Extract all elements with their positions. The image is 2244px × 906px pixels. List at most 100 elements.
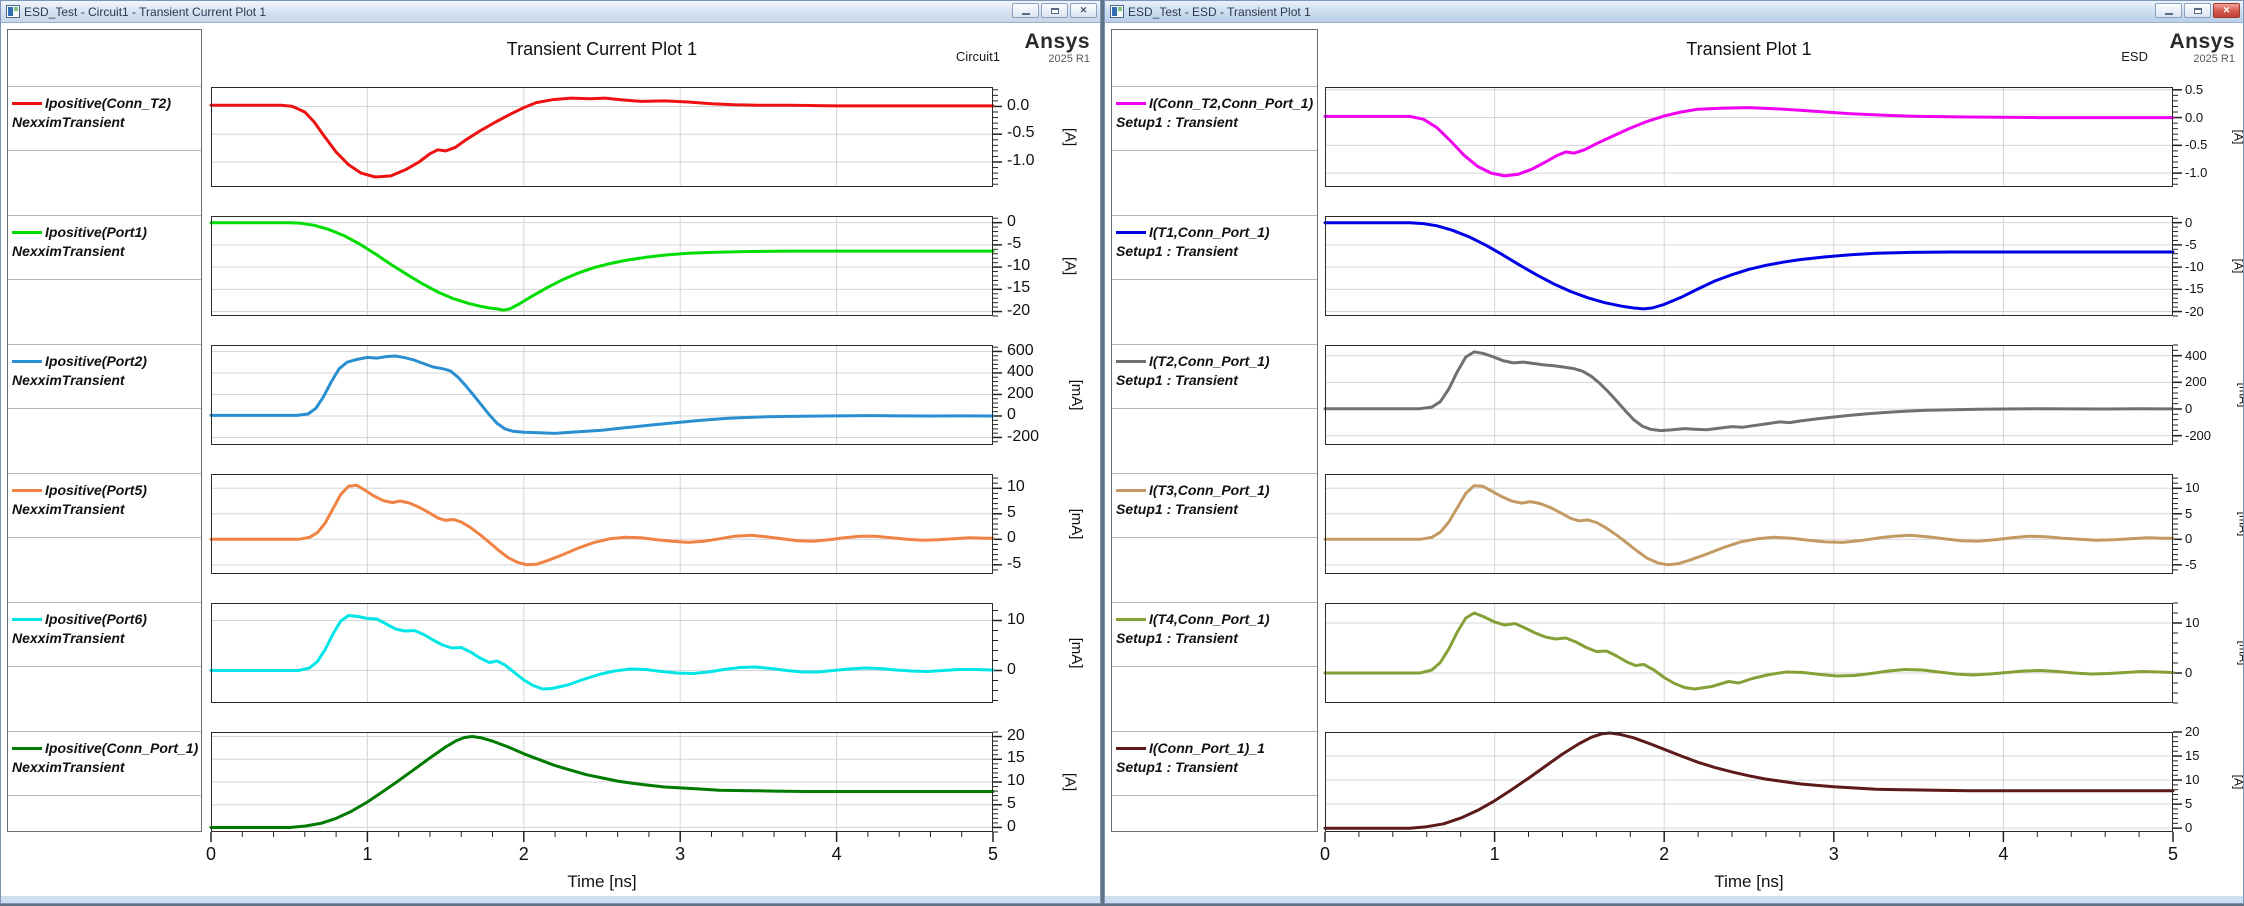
y-tick-label: 0 [1007, 818, 1016, 836]
y-tick-label: 20 [2185, 724, 2199, 739]
x-axis-title: Time [ns] [1325, 872, 2173, 892]
restore-button[interactable] [2184, 3, 2211, 18]
y-tick-label: -10 [1007, 257, 1030, 275]
y-axis-unit: [mA] [2236, 383, 2243, 408]
strip-canvas[interactable] [1325, 345, 2173, 445]
report-window-icon [6, 5, 20, 18]
y-tick-label: 10 [1007, 478, 1025, 496]
x-tick-label: 0 [1303, 844, 1347, 865]
strip-canvas[interactable] [211, 87, 993, 187]
y-axis-unit: [mA] [1068, 509, 1085, 540]
y-tick-label: -5 [2185, 557, 2197, 572]
window-controls: ✕ [2155, 3, 2240, 18]
y-tick-label: 0 [2185, 820, 2192, 835]
y-tick-label: 0 [2185, 215, 2192, 230]
y-tick-label: 400 [2185, 348, 2207, 363]
y-tick-label: 0 [1007, 213, 1016, 231]
plot-strip-6[interactable]: 20151050[A] [1325, 732, 2173, 832]
y-tick-label: 0.0 [2185, 110, 2203, 125]
plot-strip-3[interactable]: 4002000-200[mA] [1325, 345, 2173, 445]
minimize-button[interactable] [1012, 3, 1039, 18]
y-tick-label: 10 [1007, 611, 1025, 629]
y-tick-label: 0.5 [2185, 82, 2203, 97]
y-axis-unit: [A] [1062, 773, 1079, 791]
plot-region[interactable]: 0.0-0.5-1.0[A]0-5-10-15-20[A]6004002000-… [1, 23, 1100, 898]
titlebar[interactable]: ESD_Test - ESD - Transient Plot 1 ✕ [1105, 1, 2243, 23]
minimize-button[interactable] [2155, 3, 2182, 18]
plot-strip-4[interactable]: 1050-5[mA] [211, 474, 993, 574]
y-axis-unit: [mA] [2236, 512, 2243, 537]
y-tick-label: 0 [2185, 401, 2192, 416]
report-window-icon [1110, 5, 1124, 18]
y-axis-unit: [mA] [2236, 641, 2243, 666]
x-axis-title: Time [ns] [211, 872, 993, 892]
x-tick-label: 0 [189, 844, 233, 865]
y-tick-label: 0 [1007, 406, 1016, 424]
x-axis-ticks [1325, 832, 2173, 844]
y-tick-label: 0 [2185, 531, 2192, 546]
y-tick-label: 5 [1007, 504, 1016, 522]
strip-canvas[interactable] [211, 474, 993, 574]
y-axis-unit: [mA] [1068, 380, 1085, 411]
strip-canvas[interactable] [211, 216, 993, 316]
y-tick-label: -10 [2185, 259, 2204, 274]
y-tick-label: 400 [1007, 363, 1034, 381]
x-tick-label: 1 [345, 844, 389, 865]
x-tick-label: 4 [1981, 844, 2025, 865]
window-bottom-edge [1, 896, 1100, 903]
window-bottom-edge [1105, 896, 2243, 903]
plot-strip-2[interactable]: 0-5-10-15-20[A] [211, 216, 993, 316]
y-tick-label: -20 [2185, 304, 2204, 319]
restore-button[interactable] [1041, 3, 1068, 18]
y-tick-label: -0.5 [1007, 124, 1035, 142]
y-tick-label: 600 [1007, 342, 1034, 360]
y-tick-label: -1.0 [1007, 152, 1035, 170]
plot-region[interactable]: 0.50.0-0.5-1.0[A]0-5-10-15-20[A]4002000-… [1105, 23, 2243, 898]
y-axis-unit: [A] [2231, 775, 2243, 790]
y-tick-label: 200 [1007, 385, 1034, 403]
close-button[interactable]: ✕ [1070, 3, 1097, 18]
titlebar[interactable]: ESD_Test - Circuit1 - Transient Current … [1, 1, 1100, 23]
strip-canvas[interactable] [211, 732, 993, 832]
plot-window-esd[interactable]: ESD_Test - ESD - Transient Plot 1 ✕ I(Co… [1104, 0, 2244, 904]
y-tick-label: -15 [2185, 281, 2204, 296]
strip-canvas[interactable] [1325, 474, 2173, 574]
plot-strip-3[interactable]: 6004002000-200[mA] [211, 345, 993, 445]
plot-strip-6[interactable]: 20151050[A] [211, 732, 993, 832]
plot-window-circuit1[interactable]: ESD_Test - Circuit1 - Transient Current … [0, 0, 1101, 904]
plot-strip-5[interactable]: 100[mA] [1325, 603, 2173, 703]
y-tick-label: -5 [1007, 235, 1021, 253]
plot-strip-2[interactable]: 0-5-10-15-20[A] [1325, 216, 2173, 316]
x-tick-label: 3 [1812, 844, 1856, 865]
y-tick-label: 0.0 [1007, 97, 1029, 115]
x-tick-label: 1 [1473, 844, 1517, 865]
strip-canvas[interactable] [1325, 87, 2173, 187]
y-tick-label: 10 [2185, 480, 2199, 495]
plot-strip-1[interactable]: 0.0-0.5-1.0[A] [211, 87, 993, 187]
y-tick-label: 200 [2185, 374, 2207, 389]
plot-strip-1[interactable]: 0.50.0-0.5-1.0[A] [1325, 87, 2173, 187]
strip-canvas[interactable] [211, 603, 993, 703]
y-axis-unit: [A] [1062, 257, 1079, 275]
window-controls: ✕ [1012, 3, 1097, 18]
plot-strip-4[interactable]: 1050-5[mA] [1325, 474, 2173, 574]
strip-canvas[interactable] [1325, 216, 2173, 316]
x-tick-label: 2 [1642, 844, 1686, 865]
strip-canvas[interactable] [1325, 603, 2173, 703]
y-tick-label: 5 [2185, 506, 2192, 521]
plot-strip-5[interactable]: 100[mA] [211, 603, 993, 703]
y-tick-label: 5 [2185, 796, 2192, 811]
y-tick-label: -15 [1007, 279, 1030, 297]
y-axis-unit: [A] [2231, 130, 2243, 145]
y-tick-label: 10 [1007, 772, 1025, 790]
x-tick-label: 2 [502, 844, 546, 865]
y-tick-label: 0 [1007, 529, 1016, 547]
y-tick-label: 20 [1007, 727, 1025, 745]
close-button[interactable]: ✕ [2213, 3, 2240, 18]
y-axis-unit: [mA] [1068, 638, 1085, 669]
strip-canvas[interactable] [1325, 732, 2173, 832]
x-axis-ticks [211, 832, 993, 844]
y-tick-label: -200 [1007, 428, 1039, 446]
y-tick-label: -20 [1007, 302, 1030, 320]
strip-canvas[interactable] [211, 345, 993, 445]
